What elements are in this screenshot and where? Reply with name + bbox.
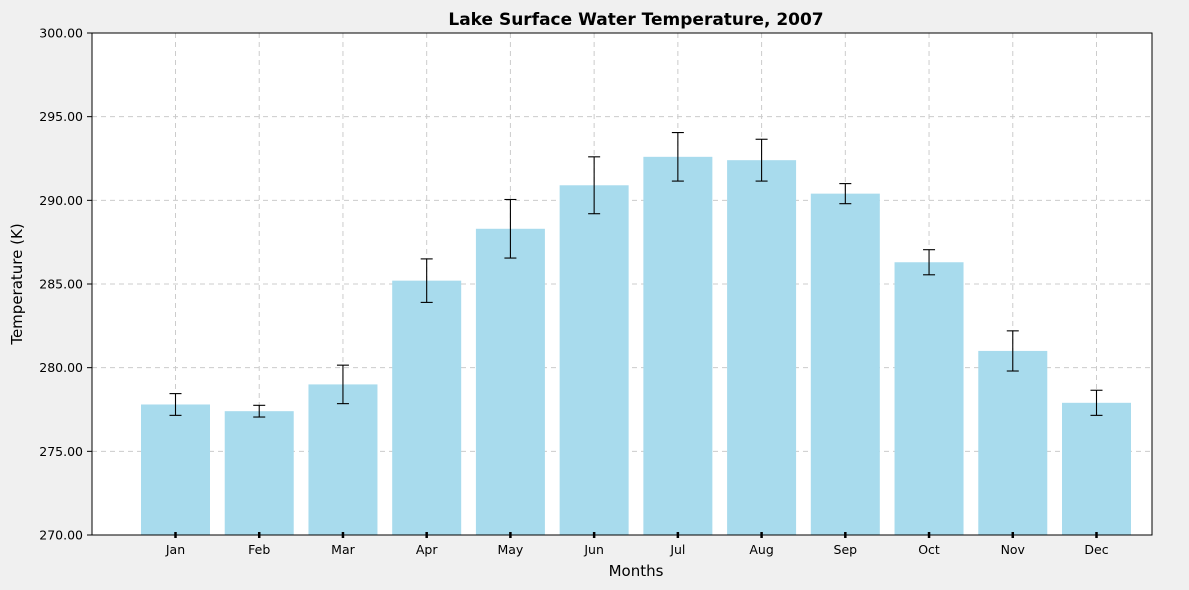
bar-nov [978, 350, 1048, 535]
x-axis-ticks: Jan Feb Mar Apr May Jun Jul Aug Sep Oct Nov Dec [165, 532, 1109, 557]
bar-feb [224, 411, 294, 535]
bar-oct [894, 262, 964, 535]
bars [141, 156, 1131, 536]
x-tick-label: Apr [416, 542, 438, 557]
y-tick-label: 270.00 [39, 528, 83, 543]
x-tick-label: Jul [669, 542, 685, 557]
chart-title: Lake Surface Water Temperature, 2007 [448, 10, 823, 30]
x-tick-label: May [497, 542, 523, 557]
x-tick-label: Aug [749, 542, 773, 557]
x-tick-label: Jan [165, 542, 185, 557]
y-tick-label: 295.00 [39, 109, 83, 124]
bar-sep [810, 193, 880, 535]
x-axis-label: Months [609, 562, 664, 580]
y-tick-label: 285.00 [39, 277, 83, 292]
bar-may [475, 228, 545, 535]
x-tick-label: Jun [583, 542, 604, 557]
bar-jun [559, 185, 629, 536]
error-bars [169, 132, 1103, 418]
x-tick-label: Dec [1084, 542, 1108, 557]
x-tick-label: Sep [834, 542, 858, 557]
y-tick-label: 280.00 [39, 360, 83, 375]
x-tick-label: Feb [248, 542, 270, 557]
x-tick-label: Oct [918, 542, 940, 557]
bar-jan [141, 404, 210, 535]
bar-mar [308, 384, 378, 535]
y-tick-label: 290.00 [39, 193, 83, 208]
y-axis-label: Temperature (K) [8, 223, 26, 345]
x-tick-label: Mar [331, 542, 355, 557]
y-axis-ticks: 270.00 275.00 280.00 285.00 290.00 295.00 300.… [39, 26, 92, 543]
y-tick-label: 300.00 [39, 26, 83, 41]
x-tick-label: Nov [1001, 542, 1026, 557]
y-tick-label: 275.00 [39, 444, 83, 459]
bar-dec [1062, 402, 1131, 535]
bar-apr [392, 280, 462, 535]
bar-jul [643, 156, 713, 535]
bar-aug [727, 160, 797, 535]
